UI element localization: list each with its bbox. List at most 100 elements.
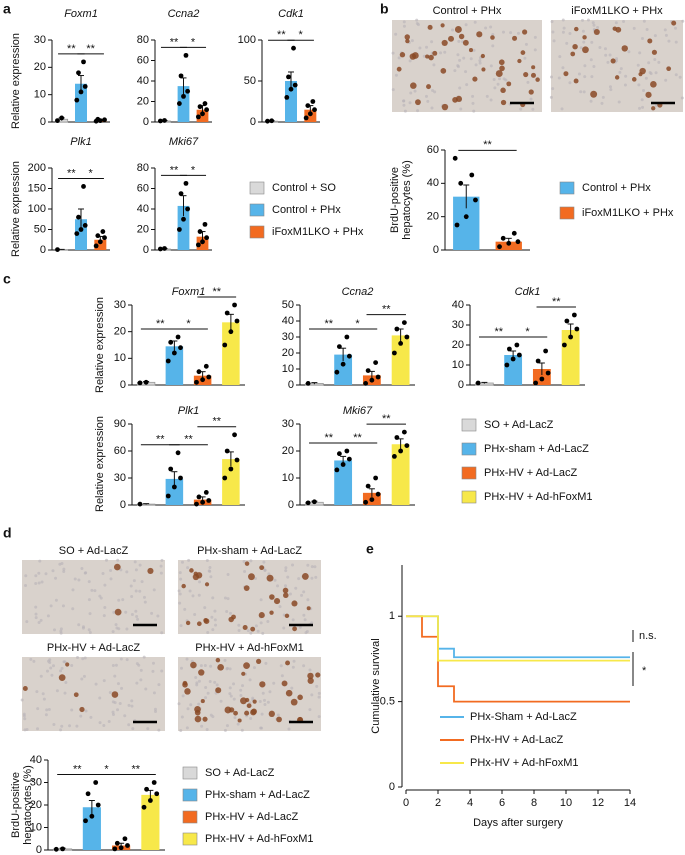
cell-nucleus — [391, 51, 395, 55]
data-point — [363, 381, 369, 386]
brdu-nucleus — [204, 582, 210, 587]
cell-nucleus — [219, 699, 223, 703]
data-point — [168, 466, 174, 472]
data-point — [336, 451, 342, 457]
significance-label: ** — [277, 29, 286, 41]
cell-nucleus — [38, 559, 42, 563]
cell-nucleus — [557, 76, 561, 80]
cell-nucleus — [139, 668, 143, 672]
legend-swatch — [559, 206, 575, 220]
legend-swatch — [559, 181, 575, 195]
brdu-nucleus — [441, 103, 449, 111]
micrograph-label: iFoxM1LKO + PHx — [571, 5, 663, 17]
cell-nucleus — [62, 567, 66, 571]
cell-nucleus — [529, 97, 533, 101]
cell-nucleus — [590, 40, 594, 44]
bar — [495, 241, 522, 250]
bar — [222, 459, 240, 505]
cell-nucleus — [195, 683, 199, 687]
cell-nucleus — [640, 98, 644, 102]
data-point — [81, 59, 86, 65]
bar — [141, 794, 160, 850]
cell-nucleus — [127, 723, 131, 727]
data-point — [373, 475, 379, 481]
data-point — [288, 86, 294, 92]
bar — [504, 355, 523, 385]
cell-nucleus — [239, 688, 243, 692]
data-point — [141, 804, 147, 810]
data-point — [515, 239, 521, 245]
cell-nucleus — [45, 669, 49, 673]
cell-nucleus — [125, 570, 129, 574]
data-point — [168, 339, 174, 345]
cell-nucleus — [135, 662, 139, 666]
y-tick-label: 0 — [389, 781, 395, 793]
brdu-nucleus — [523, 71, 529, 78]
brdu-nucleus — [198, 669, 205, 676]
brdu-nucleus — [499, 65, 505, 72]
cell-nucleus — [551, 30, 555, 34]
data-point — [143, 379, 149, 385]
data-point — [344, 448, 350, 454]
cell-nucleus — [138, 589, 142, 593]
micrograph — [551, 20, 683, 112]
cell-nucleus — [276, 713, 280, 717]
y-tick-label: 0 — [40, 244, 46, 256]
cell-nucleus — [103, 605, 107, 609]
data-point — [165, 493, 171, 499]
cell-nucleus — [88, 612, 92, 616]
cell-nucleus — [258, 700, 262, 704]
cell-nucleus — [36, 727, 40, 731]
cell-nucleus — [193, 612, 197, 616]
data-point — [398, 341, 404, 346]
cell-nucleus — [132, 579, 136, 583]
data-point — [375, 374, 381, 380]
brdu-nucleus — [405, 38, 410, 44]
cell-nucleus — [638, 51, 642, 55]
data-point — [365, 483, 371, 489]
y-tick-label: 30 — [30, 776, 42, 788]
cell-nucleus — [615, 59, 619, 63]
cell-nucleus — [22, 714, 26, 718]
brdu-nucleus — [301, 573, 309, 580]
cell-nucleus — [294, 586, 298, 590]
brdu-nucleus — [410, 82, 417, 89]
cell-nucleus — [232, 697, 236, 701]
cell-nucleus — [681, 19, 685, 23]
brdu-nucleus — [58, 674, 66, 681]
cell-nucleus — [290, 686, 294, 690]
legend-swatch — [461, 418, 477, 432]
significance-label: * — [525, 326, 530, 338]
cell-nucleus — [93, 589, 97, 593]
brdu-nucleus — [480, 53, 485, 59]
cell-nucleus — [300, 593, 304, 597]
significance-label: * — [89, 167, 94, 179]
brdu-nucleus — [306, 606, 311, 611]
cell-nucleus — [315, 684, 319, 688]
cell-nucleus — [82, 674, 86, 678]
brdu-nucleus — [248, 573, 255, 581]
bar — [75, 219, 87, 250]
cell-nucleus — [471, 101, 475, 105]
data-point — [85, 791, 91, 797]
cell-nucleus — [501, 30, 505, 34]
cell-nucleus — [604, 53, 608, 57]
cell-nucleus — [142, 595, 146, 599]
significance-label: ** — [324, 318, 333, 330]
cell-nucleus — [456, 53, 460, 57]
cell-nucleus — [415, 18, 419, 22]
cell-nucleus — [498, 77, 502, 81]
cell-nucleus — [561, 66, 565, 70]
data-point — [178, 191, 184, 197]
brdu-nucleus — [500, 99, 507, 106]
data-point — [369, 497, 375, 502]
cell-nucleus — [189, 703, 193, 707]
cell-nucleus — [252, 666, 256, 670]
cell-nucleus — [236, 722, 240, 726]
data-point — [178, 73, 184, 79]
cell-nucleus — [645, 27, 649, 31]
micrograph-label: PHx-HV + Ad-LacZ — [47, 642, 141, 654]
cell-nucleus — [638, 106, 642, 110]
y-tick-label: 0 — [250, 116, 256, 128]
cell-nucleus — [657, 60, 661, 64]
